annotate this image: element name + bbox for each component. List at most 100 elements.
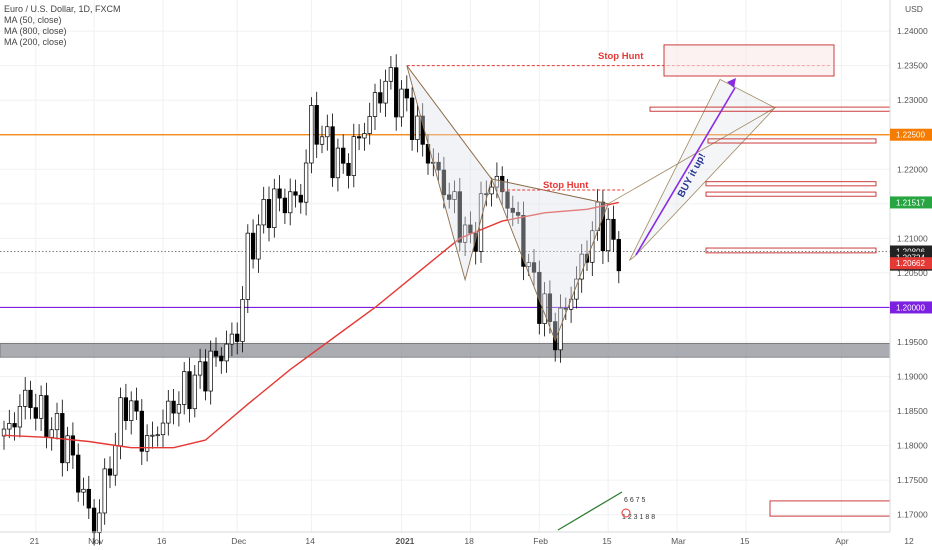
candle-up	[261, 199, 266, 226]
indicator-ma50[interactable]: MA (50, close)	[4, 15, 62, 25]
y-tick-label: 1.23500	[897, 61, 928, 71]
candle-down	[473, 232, 478, 252]
candle-down	[611, 218, 616, 240]
candle-down	[505, 191, 510, 209]
price-label-0: 1.22500	[896, 131, 925, 140]
candle-down	[171, 400, 176, 414]
y-tick-label: 1.24000	[897, 26, 928, 36]
candle-up	[362, 133, 367, 139]
candle-down	[44, 395, 49, 438]
candle-down	[134, 400, 139, 412]
candle-up	[351, 136, 356, 176]
candle-down	[531, 262, 537, 273]
candle-up	[160, 422, 166, 436]
x-tick-label: 15	[602, 536, 612, 546]
candle-down	[404, 88, 409, 99]
candle-up	[256, 224, 261, 260]
candle-up	[558, 307, 563, 351]
target-box	[663, 44, 835, 77]
candle-up	[176, 404, 182, 414]
level-box-2	[705, 181, 877, 187]
candle-down	[235, 333, 240, 342]
candle-down	[91, 507, 97, 534]
candle-down	[314, 105, 319, 145]
chart-legend: Euro / U.S. Dollar, 1D, FXCM MA (50, clo…	[4, 4, 121, 48]
candle-up	[182, 371, 187, 405]
candle-down	[219, 355, 224, 362]
candle-up	[335, 147, 341, 179]
candle-down	[203, 361, 208, 392]
candle-up	[23, 389, 28, 407]
x-tick-label: Feb	[533, 536, 548, 546]
candle-up	[452, 191, 457, 200]
candle-down	[484, 193, 489, 196]
candle-up	[526, 262, 531, 267]
candle-up	[367, 116, 372, 134]
x-tick-label: Apr	[835, 536, 848, 546]
candle-up	[155, 434, 160, 437]
indicator-ma800[interactable]: MA (800, close)	[4, 26, 67, 36]
candle-down	[447, 194, 452, 200]
candle-up	[49, 429, 54, 438]
candle-up	[415, 115, 420, 141]
candle-down	[341, 147, 346, 164]
x-tick-label: 21	[30, 536, 40, 546]
candle-up	[372, 92, 378, 117]
price-axis-bg	[890, 0, 932, 550]
candle-up	[54, 413, 60, 431]
buy-arrow-shaft	[635, 87, 736, 256]
candle-down	[378, 92, 383, 104]
candle-down	[346, 162, 351, 176]
candle-down	[515, 212, 521, 216]
candle-up	[102, 468, 107, 514]
candle-up	[494, 175, 500, 188]
candle-up	[462, 224, 468, 243]
x-tick-label: Mar	[671, 536, 686, 546]
candle-up	[489, 186, 494, 195]
candle-up	[309, 105, 314, 164]
level-box-5	[769, 500, 891, 517]
x-tick-label: 15	[740, 536, 750, 546]
candle-down	[537, 271, 542, 324]
candle-down	[123, 397, 129, 421]
price-label-bg-0	[890, 128, 932, 141]
currency-label: USD	[905, 4, 923, 14]
price-label-6: 1.20000	[896, 303, 925, 312]
price-label-bg-1	[890, 196, 932, 209]
candle-down	[510, 207, 515, 213]
candle-up	[478, 193, 484, 252]
candle-down	[521, 215, 526, 267]
price-label-1: 1.21517	[896, 198, 925, 207]
candle-up	[325, 126, 330, 138]
stop-hunt-label-1: Stop Hunt	[598, 51, 644, 62]
candle-down	[409, 97, 415, 141]
projection-line	[608, 107, 776, 205]
y-tick-label: 1.21000	[897, 233, 928, 243]
indicator-label-1: 6 6 7 5	[624, 497, 646, 504]
y-tick-label: 1.18000	[897, 441, 928, 451]
y-tick-label: 1.20500	[897, 268, 928, 278]
buy-arrow-head	[727, 78, 736, 88]
projection-cone	[629, 78, 776, 261]
candle-up	[113, 445, 118, 476]
candle-up	[118, 397, 123, 447]
candle-up	[303, 162, 309, 203]
candle-up	[272, 188, 277, 228]
candle-up	[245, 232, 250, 300]
level-box-4	[705, 247, 877, 254]
candle-up	[129, 400, 134, 421]
candle-up	[150, 434, 155, 437]
candle-down	[266, 199, 272, 228]
y-tick-label: 1.22000	[897, 164, 928, 174]
x-tick-label: 16	[157, 536, 167, 546]
symbol-title[interactable]: Euro / U.S. Dollar, 1D, FXCM	[4, 4, 121, 14]
candle-down	[107, 468, 113, 476]
indicator-ma200[interactable]: MA (200, close)	[4, 37, 67, 47]
candle-up	[208, 350, 213, 392]
trend-line	[557, 491, 623, 531]
candle-down	[330, 126, 335, 179]
support-zone	[0, 343, 891, 358]
candle-down	[441, 169, 447, 196]
